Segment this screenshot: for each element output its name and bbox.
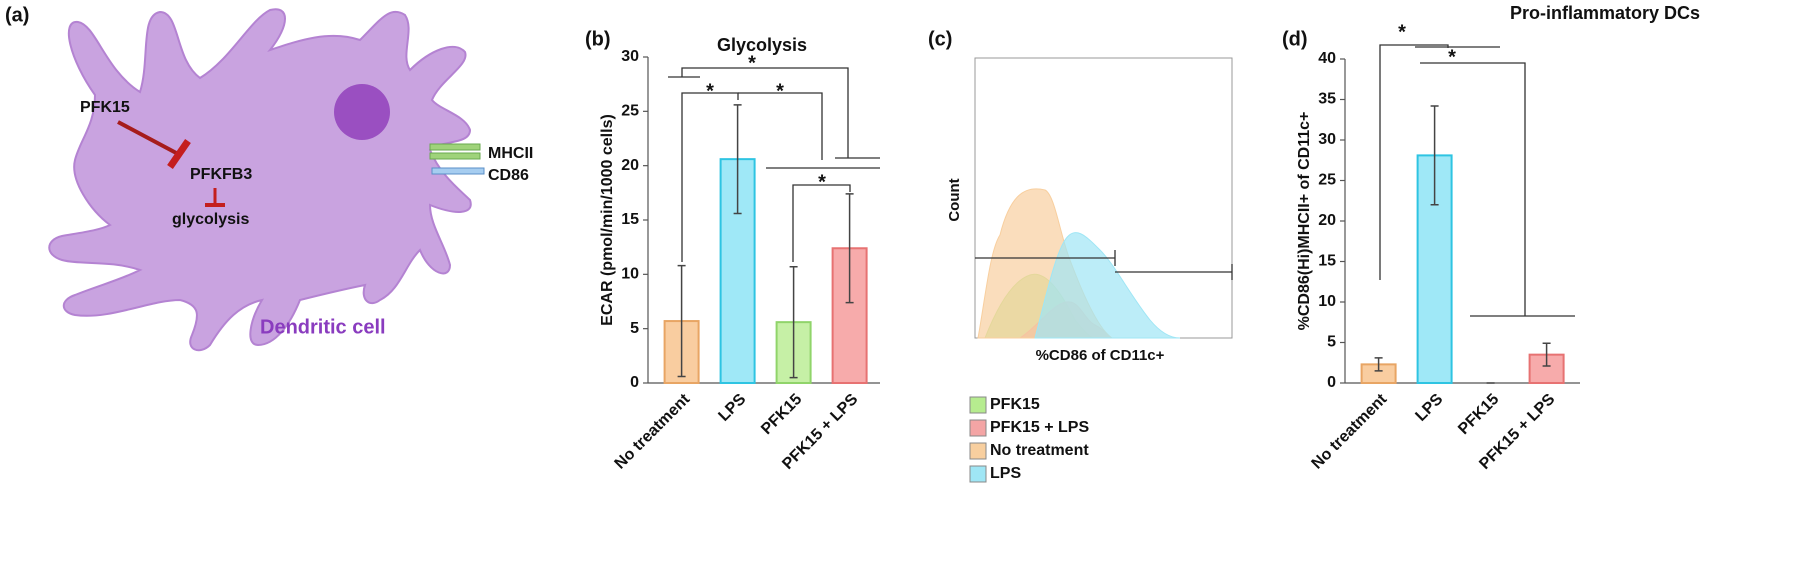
y-tick-label: 10 <box>1318 293 1336 310</box>
x-axis-label: %CD86 of CD11c+ <box>1036 347 1165 364</box>
y-tick-label: 25 <box>1318 172 1336 189</box>
cell-label: Dendritic cell <box>260 316 386 338</box>
legend-label: LPS <box>990 465 1021 482</box>
y-tick-label: 40 <box>1318 50 1336 67</box>
error-bar <box>733 104 742 215</box>
chart-title: Glycolysis <box>717 35 807 55</box>
significance-bracket <box>668 67 880 159</box>
error-bar <box>677 264 686 378</box>
significance-bracket <box>1379 44 1500 280</box>
significance-bracket <box>1420 62 1575 317</box>
label: glycolysis <box>172 211 249 228</box>
significance-bracket <box>681 92 739 262</box>
mhcii-receptor <box>429 152 481 160</box>
panel-label: (c) <box>928 28 952 50</box>
y-tick-label: 30 <box>1318 131 1336 148</box>
label: CD86 <box>488 167 529 184</box>
y-tick-label: 20 <box>1318 212 1336 229</box>
significance-star: * <box>748 52 756 74</box>
error-bar <box>789 265 798 379</box>
label: MHCII <box>488 145 533 162</box>
x-tick-label: No treatment <box>612 390 694 472</box>
significance-star: * <box>818 171 826 193</box>
significance-star: * <box>1398 21 1406 43</box>
inhibition-bar <box>167 139 191 169</box>
x-tick-label: LPS <box>1412 391 1446 425</box>
histogram <box>1034 232 1181 339</box>
y-tick-label: 15 <box>1318 253 1336 270</box>
y-axis-label: Count <box>946 178 963 221</box>
mhcii-receptor <box>429 143 481 151</box>
y-tick-label: 10 <box>621 266 639 283</box>
y-tick-label: 0 <box>1327 374 1336 391</box>
error-bar <box>1430 105 1439 206</box>
label: PFK15 <box>80 99 130 116</box>
nucleus <box>334 84 390 140</box>
y-axis-label: ECAR (pmol/min/1000 cells) <box>599 114 616 326</box>
y-tick-label: 5 <box>630 320 639 337</box>
y-tick-label: 0 <box>630 374 639 391</box>
panel-label: (d) <box>1282 28 1308 50</box>
legend-label: No treatment <box>990 442 1089 459</box>
legend-swatch <box>969 396 987 414</box>
error-bar <box>1374 357 1383 372</box>
y-tick-label: 5 <box>1327 334 1336 351</box>
legend-swatch <box>969 465 987 483</box>
significance-bracket <box>792 184 851 262</box>
x-tick-label: No treatment <box>1309 390 1391 472</box>
legend-label: PFK15 <box>990 396 1040 413</box>
y-tick-label: 15 <box>621 211 639 228</box>
gate <box>975 250 1233 280</box>
chart-title: Pro-inflammatory DCs <box>1510 3 1700 23</box>
x-tick-label: PFK15 <box>1455 391 1502 438</box>
y-tick-label: 35 <box>1318 91 1336 108</box>
significance-star: * <box>776 80 784 102</box>
panel-label: (a) <box>5 4 29 26</box>
x-tick-label: LPS <box>715 391 749 425</box>
panel-label: (b) <box>585 28 611 50</box>
significance-star: * <box>706 80 714 102</box>
label: PFKFB3 <box>190 166 252 183</box>
significance-bracket <box>738 92 880 169</box>
x-tick-label: PFK15 <box>758 391 805 438</box>
cell-diagram: PFK15 PFKFB3 glycolysis MHCII CD86 Dendr… <box>48 8 533 352</box>
legend-label: PFK15 + LPS <box>990 419 1089 436</box>
legend-swatch <box>969 419 987 437</box>
y-tick-label: 30 <box>621 48 639 65</box>
significance-star: * <box>1448 46 1456 68</box>
y-tick-label: 25 <box>621 103 639 120</box>
y-axis-label: %CD86(Hi)MHCII+ of CD11c+ <box>1296 112 1313 331</box>
cd86-receptor <box>431 167 485 175</box>
error-bar <box>1542 342 1551 367</box>
error-bar <box>845 193 854 304</box>
y-tick-label: 20 <box>621 157 639 174</box>
cell-body <box>48 8 472 352</box>
inhibition-arrow <box>117 120 181 157</box>
legend-swatch <box>969 442 987 460</box>
